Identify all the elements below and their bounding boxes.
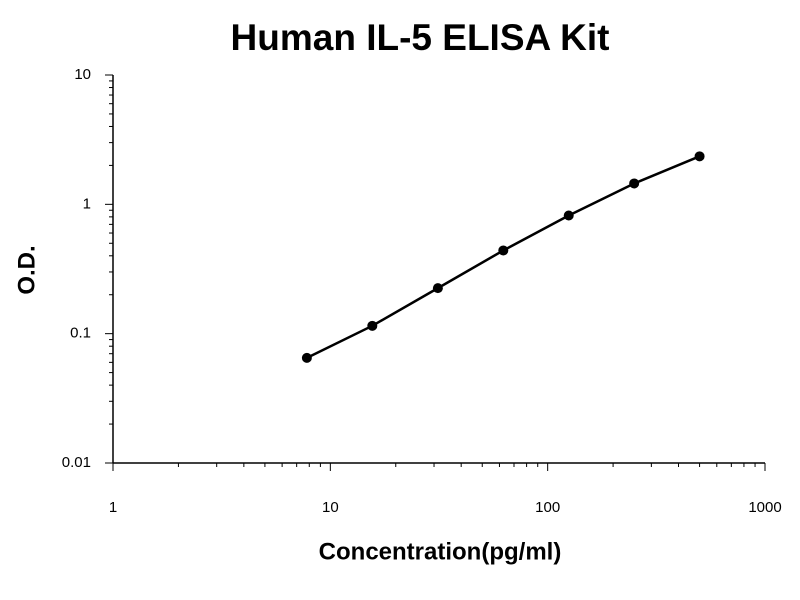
y-tick-label: 0.01 [62, 454, 91, 471]
x-tick-label: 1000 [748, 499, 781, 516]
y-tick-label: 1 [83, 195, 91, 212]
x-tick-label: 1 [109, 499, 117, 516]
point [694, 151, 705, 162]
y-tick-label: 0.1 [70, 325, 91, 342]
x-tick-label: 100 [535, 499, 560, 516]
y-axis-label: O.D. [13, 245, 40, 294]
point [367, 320, 378, 331]
chart-title: Human IL-5 ELISA Kit [231, 17, 610, 58]
point [563, 210, 574, 221]
point [629, 178, 640, 189]
y-tick-label: 10 [74, 66, 91, 83]
point [301, 352, 312, 363]
x-axis-label: Concentration(pg/ml) [319, 538, 562, 565]
x-tick-label: 10 [322, 499, 339, 516]
point [432, 283, 443, 294]
point [498, 245, 509, 256]
line [306, 155, 701, 359]
